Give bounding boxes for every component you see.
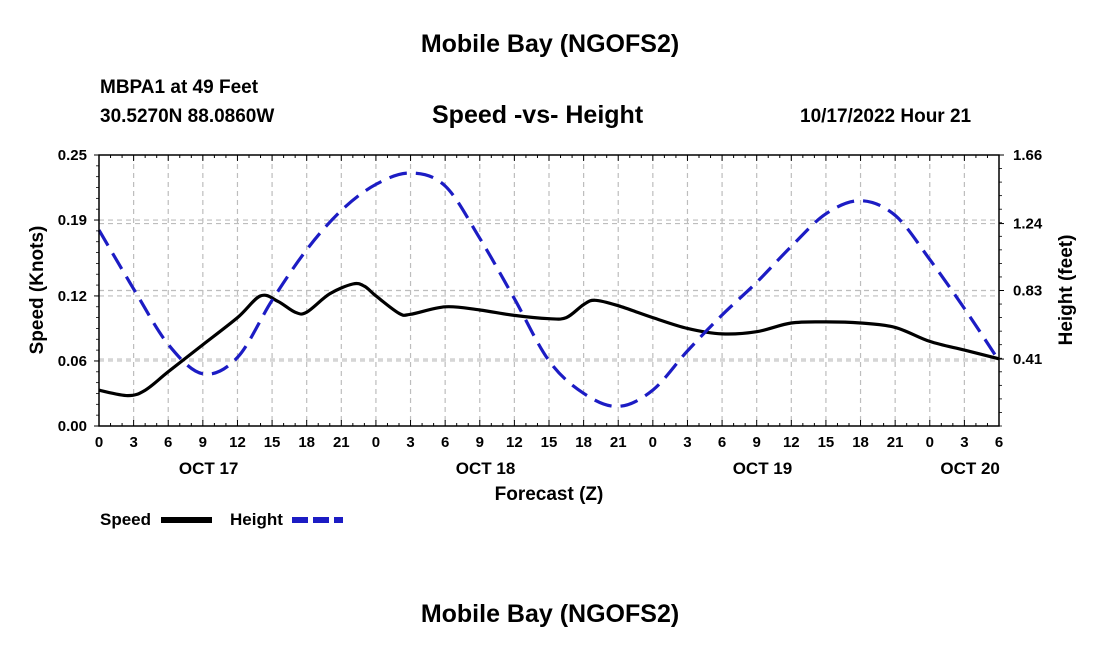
axes: 0 3 6 9 12 15 18 21 0 3 6 9 12 15 18 21 0 3 6 9 12 15 18 21 0 3 6O… (58, 147, 1043, 478)
legend-label-speed: Speed (100, 510, 151, 529)
x-tick-label: 21 (610, 434, 627, 451)
y-tick-label-right: 1.66 (1013, 147, 1042, 164)
y-tick-label-right: 0.41 (1013, 351, 1042, 368)
x-tick-label: 18 (852, 434, 869, 451)
y-tick-label-right: 1.24 (1013, 216, 1043, 233)
legend: Speed Height (100, 510, 343, 529)
x-tick-label: 0 (649, 434, 657, 451)
x-tick-label: 15 (264, 434, 281, 451)
y-tick-label-left: 0.19 (58, 212, 87, 229)
station-coordinates: 30.5270N 88.0860W (100, 106, 275, 127)
y-tick-label-left: 0.12 (58, 288, 87, 305)
y-tick-label-left: 0.00 (58, 418, 87, 435)
x-tick-label: 3 (683, 434, 691, 451)
x-day-label: OCT 18 (456, 459, 516, 478)
x-tick-label: 6 (718, 434, 726, 451)
x-tick-label: 15 (818, 434, 835, 451)
forecast-timestamp: 10/17/2022 Hour 21 (800, 106, 972, 127)
x-tick-label: 3 (960, 434, 968, 451)
page-title: Mobile Bay (NGOFS2) (420, 30, 680, 58)
x-tick-label: 6 (164, 434, 172, 451)
y-tick-label-right: 0.83 (1013, 283, 1042, 300)
x-tick-label: 6 (441, 434, 449, 451)
x-tick-label: 21 (333, 434, 350, 451)
x-day-label: OCT 20 (940, 459, 1000, 478)
x-tick-label: 3 (129, 434, 137, 451)
x-day-label: OCT 19 (733, 459, 793, 478)
bottom-title: Mobile Bay (NGOFS2) (420, 600, 680, 628)
series-layer (97, 171, 1001, 409)
x-tick-label: 9 (199, 434, 207, 451)
x-tick-label: 0 (926, 434, 934, 451)
x-tick-label: 9 (753, 434, 761, 451)
x-tick-label: 9 (476, 434, 484, 451)
x-tick-label: 3 (406, 434, 414, 451)
x-tick-label: 18 (575, 434, 592, 451)
y-axis-label-left: Speed (Knots) (27, 226, 48, 355)
x-tick-label: 12 (783, 434, 800, 451)
grid (99, 155, 999, 426)
x-tick-label: 0 (95, 434, 103, 451)
x-day-label: OCT 17 (179, 459, 239, 478)
x-tick-label: 21 (887, 434, 904, 451)
legend-label-height: Height (230, 510, 283, 529)
x-tick-label: 12 (506, 434, 523, 451)
station-label: MBPA1 at 49 Feet (100, 77, 259, 98)
y-tick-label-left: 0.25 (58, 147, 87, 164)
series-line-height (97, 171, 1001, 409)
x-tick-label: 0 (372, 434, 380, 451)
x-tick-label: 6 (995, 434, 1003, 451)
chart-subtitle: Speed -vs- Height (432, 101, 644, 129)
y-tick-label-left: 0.06 (58, 353, 87, 370)
x-tick-label: 18 (298, 434, 315, 451)
x-axis-label: Forecast (Z) (495, 484, 604, 505)
y-axis-label-right: Height (feet) (1056, 235, 1077, 346)
x-tick-label: 15 (541, 434, 558, 451)
series-line-speed (98, 281, 1000, 398)
x-tick-label: 12 (229, 434, 246, 451)
